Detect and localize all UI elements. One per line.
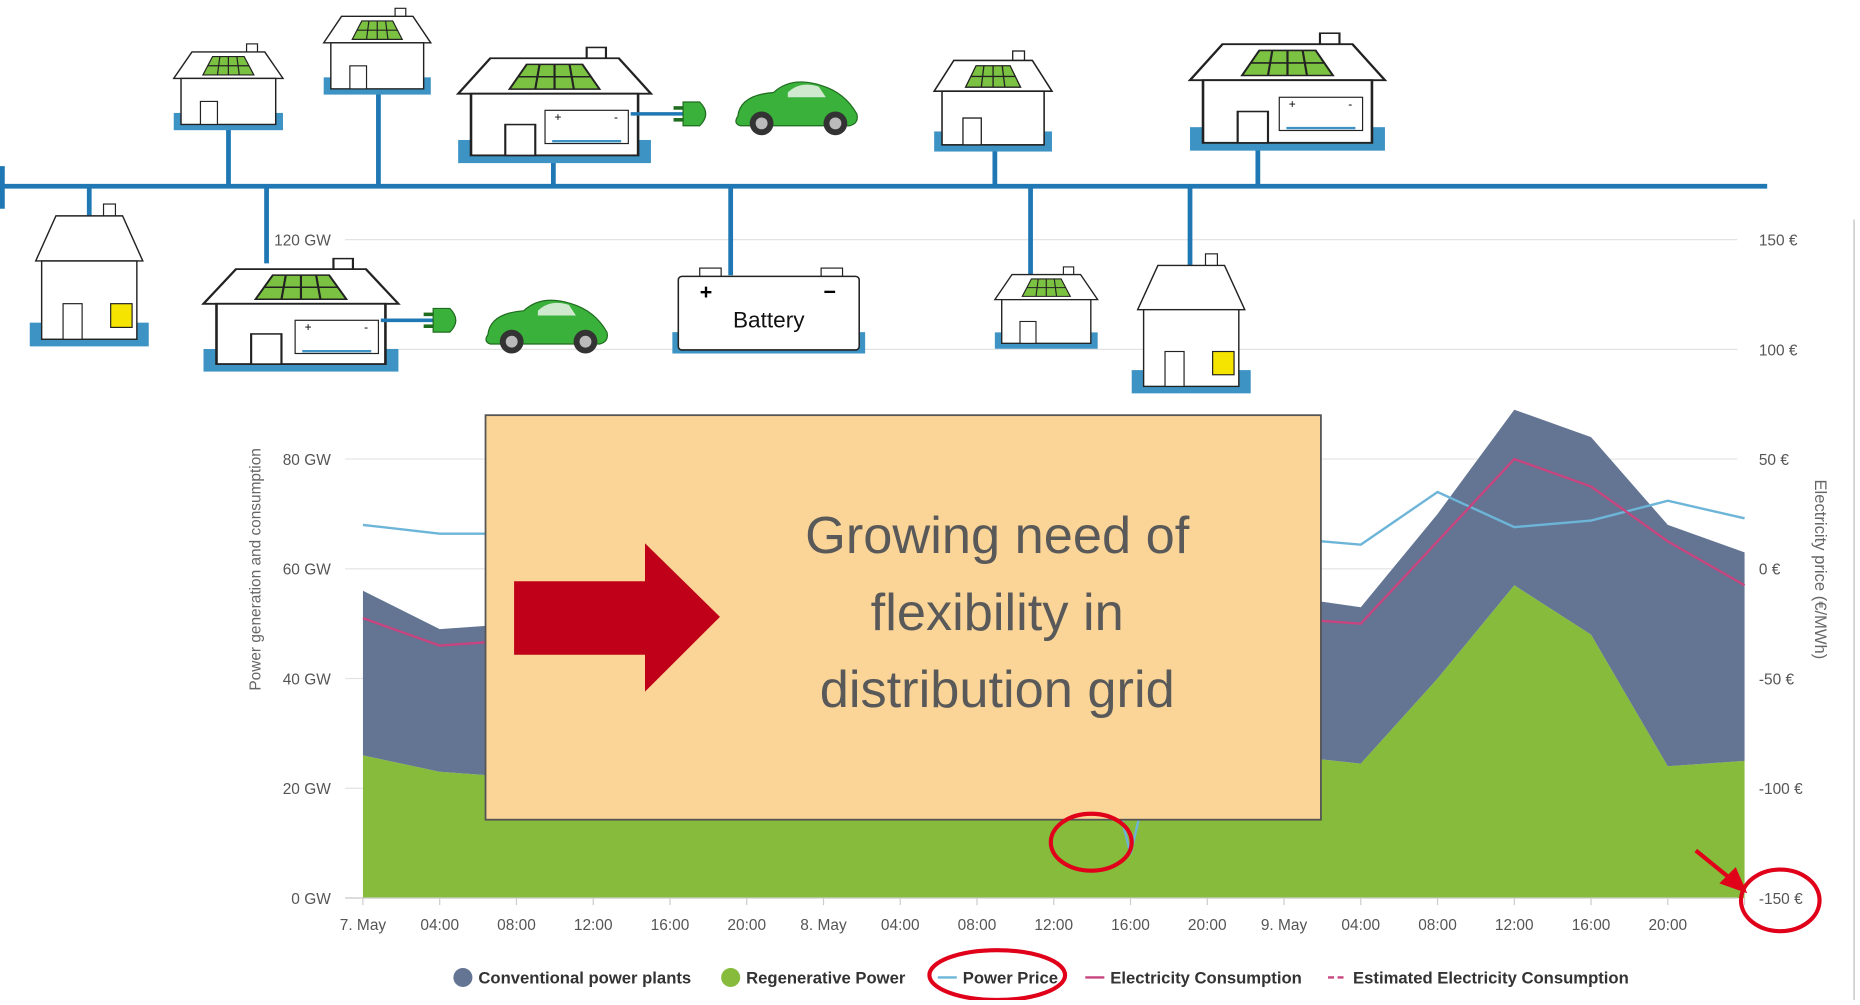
x-tick-label: 20:00 xyxy=(727,917,766,934)
y-tick-label: 20 GW xyxy=(283,781,332,798)
x-tick-label: 12:00 xyxy=(1495,917,1534,934)
home-battery xyxy=(545,110,628,144)
house xyxy=(934,51,1052,152)
y2-tick-label: -50 € xyxy=(1759,671,1795,688)
legend-label: Power Price xyxy=(963,968,1058,987)
legend-label: Conventional power plants xyxy=(478,968,691,987)
overlay-text: distribution grid xyxy=(820,661,1175,719)
legend-label: Regenerative Power xyxy=(746,968,906,987)
home-battery xyxy=(1279,97,1362,131)
house xyxy=(458,47,651,163)
y-tick-label: 80 GW xyxy=(283,452,332,469)
x-tick-label: 04:00 xyxy=(420,917,459,934)
y2-tick-label: 150 € xyxy=(1759,233,1798,250)
house xyxy=(1132,254,1251,394)
x-tick-label: 8. May xyxy=(800,917,847,934)
y2-tick-label: -150 € xyxy=(1759,891,1803,908)
x-tick-label: 20:00 xyxy=(1648,917,1687,934)
y2-axis-title: Electricity price (€/MWh) xyxy=(1811,479,1830,659)
electric-car xyxy=(486,300,607,353)
battery-plus: + xyxy=(700,280,713,304)
x-tick-label: 04:00 xyxy=(881,917,920,934)
legend-label: Electricity Consumption xyxy=(1110,968,1302,987)
slide: +- 0 GW20 GW40 GW60 GW80 GW100 GW120 GW-… xyxy=(0,0,1860,1000)
overlay-text: Growing need of xyxy=(805,507,1190,565)
x-tick-label: 12:00 xyxy=(1034,917,1073,934)
y2-tick-label: 0 € xyxy=(1759,562,1781,579)
house xyxy=(324,8,431,94)
x-tick-label: 16:00 xyxy=(1111,917,1150,934)
x-tick-label: 16:00 xyxy=(1572,917,1611,934)
plug xyxy=(631,102,706,126)
battery-minus: − xyxy=(823,280,836,304)
house xyxy=(174,44,283,130)
y-tick-label: 40 GW xyxy=(283,671,332,688)
y-tick-label: 120 GW xyxy=(274,233,331,250)
x-tick-label: 04:00 xyxy=(1341,917,1380,934)
legend-label: Estimated Electricity Consumption xyxy=(1353,968,1629,987)
y-tick-label: 0 GW xyxy=(291,891,331,908)
grid-diagram: + − Battery xyxy=(0,8,1767,393)
y-axis-title: Power generation and consumption xyxy=(248,448,265,690)
y2-tick-label: 50 € xyxy=(1759,452,1790,469)
x-tick-label: 08:00 xyxy=(958,917,997,934)
x-tick-label: 9. May xyxy=(1261,917,1308,934)
y2-tick-label: -100 € xyxy=(1759,781,1803,798)
house xyxy=(30,204,149,346)
x-tick-label: 20:00 xyxy=(1188,917,1227,934)
legend-marker xyxy=(453,968,472,987)
home-battery xyxy=(295,320,378,354)
legend-marker xyxy=(721,968,740,987)
overlay: Growing need of flexibility in distribut… xyxy=(486,415,1321,820)
x-tick-label: 7. May xyxy=(340,917,387,934)
plug xyxy=(381,308,456,332)
x-tick-label: 12:00 xyxy=(574,917,613,934)
house xyxy=(203,259,398,372)
battery-label: Battery xyxy=(733,307,805,332)
house xyxy=(995,267,1098,349)
x-tick-label: 16:00 xyxy=(651,917,690,934)
overlay-text: flexibility in xyxy=(871,584,1124,642)
x-tick-label: 08:00 xyxy=(497,917,536,934)
house xyxy=(1190,33,1385,150)
y-tick-label: 60 GW xyxy=(283,562,332,579)
page: {"chart_data":{"type":"area", "y_label":… xyxy=(0,0,1860,1005)
electric-car xyxy=(736,82,857,135)
x-tick-label: 08:00 xyxy=(1418,917,1457,934)
y2-tick-label: 100 € xyxy=(1759,342,1798,359)
